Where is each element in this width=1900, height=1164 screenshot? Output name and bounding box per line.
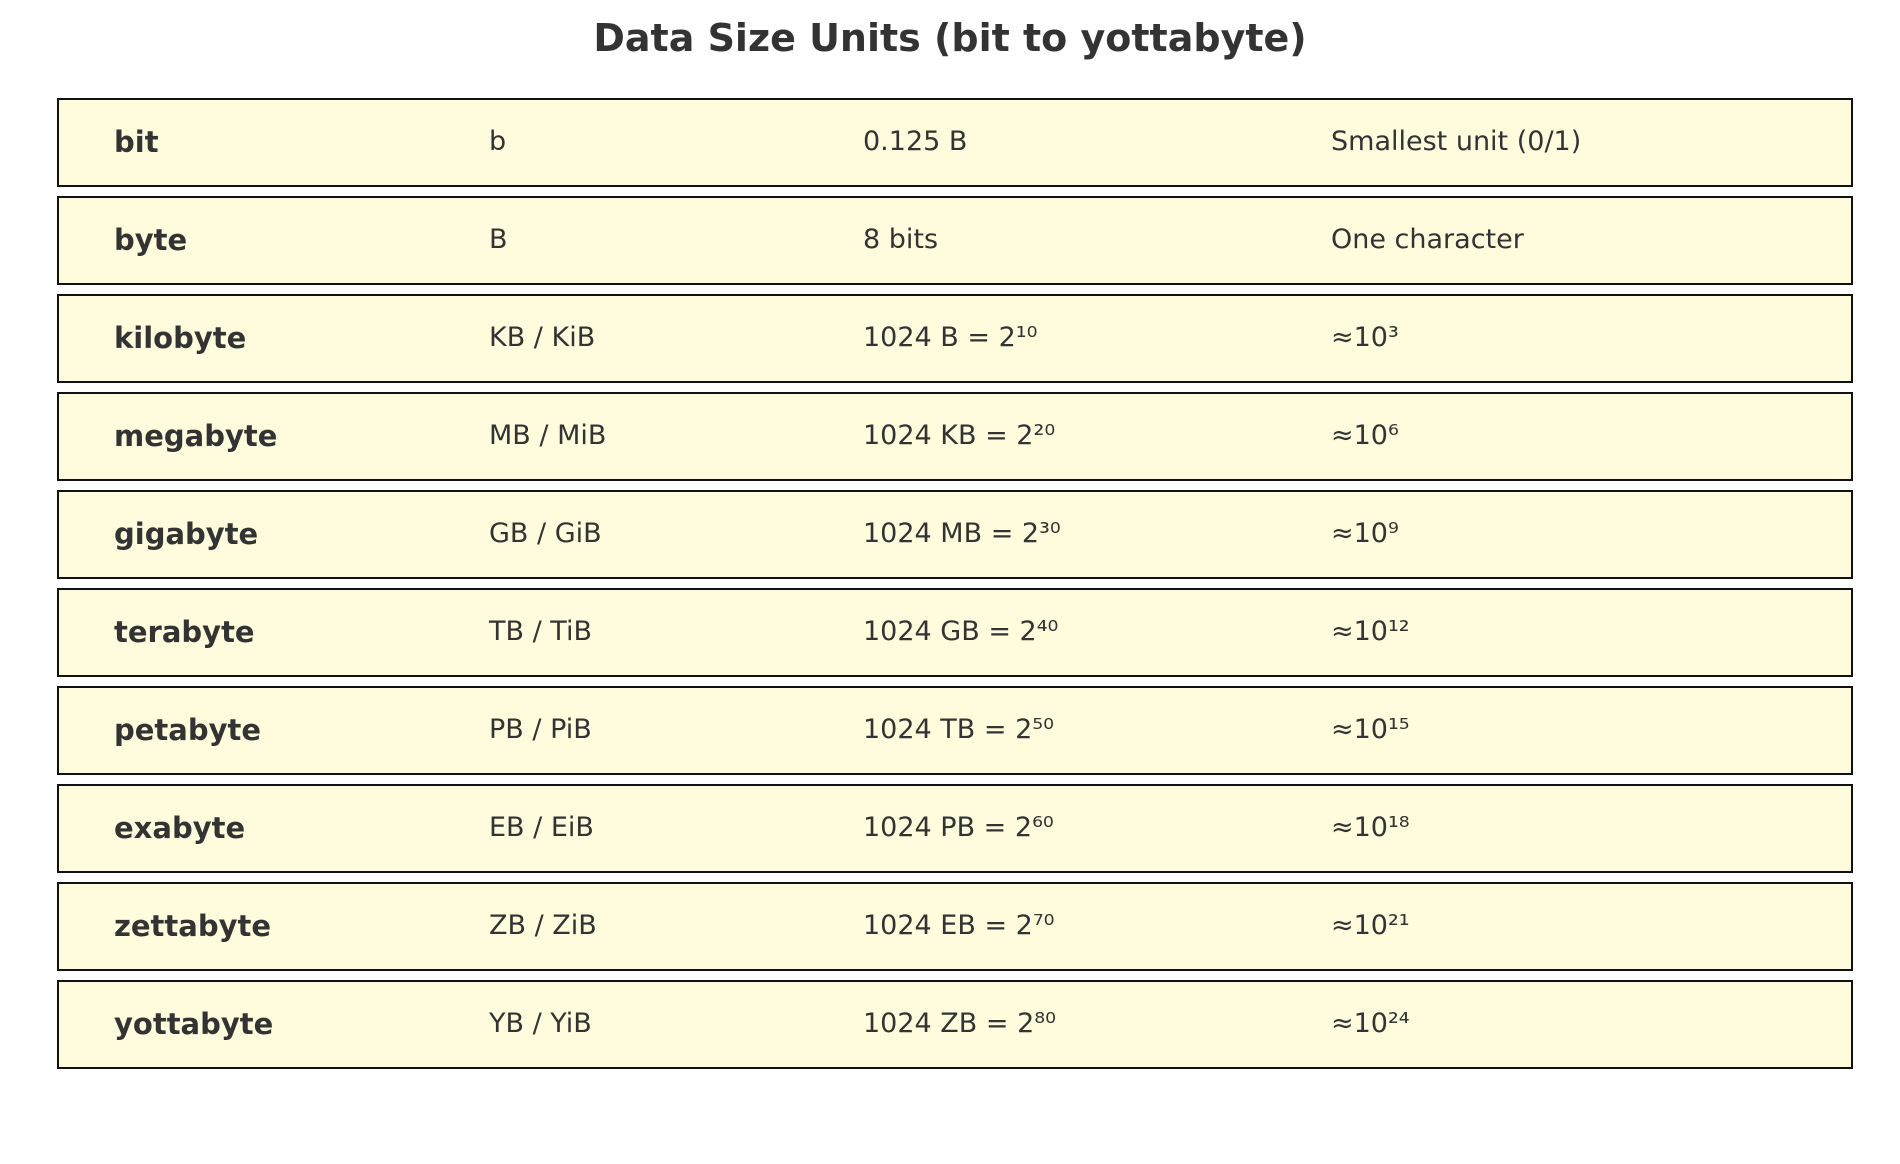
- unit-row-petabyte: petabyte PB / PiB 1024 TB = 2⁵⁰ ≈10¹⁵: [57, 686, 1853, 775]
- unit-abbreviation: ZB / ZiB: [489, 910, 597, 941]
- unit-name: exabyte: [114, 811, 246, 845]
- unit-name: kilobyte: [114, 321, 247, 355]
- unit-note: One character: [1331, 224, 1524, 255]
- unit-abbreviation: b: [489, 126, 507, 157]
- unit-note: ≈10⁶: [1331, 420, 1399, 451]
- unit-size: 1024 MB = 2³⁰: [863, 518, 1061, 549]
- unit-size: 1024 B = 2¹⁰: [863, 322, 1038, 353]
- unit-note: ≈10¹⁸: [1331, 812, 1410, 843]
- unit-size: 1024 GB = 2⁴⁰: [863, 616, 1059, 647]
- unit-size: 1024 ZB = 2⁸⁰: [863, 1008, 1056, 1039]
- unit-abbreviation: KB / KiB: [489, 322, 596, 353]
- unit-abbreviation: TB / TiB: [489, 616, 592, 647]
- unit-abbreviation: PB / PiB: [489, 714, 592, 745]
- unit-size: 8 bits: [863, 224, 939, 255]
- unit-note: ≈10¹⁵: [1331, 714, 1410, 745]
- unit-abbreviation: EB / EiB: [489, 812, 594, 843]
- unit-size: 0.125 B: [863, 126, 968, 157]
- unit-note: ≈10³: [1331, 322, 1399, 353]
- unit-abbreviation: MB / MiB: [489, 420, 607, 451]
- unit-row-byte: byte B 8 bits One character: [57, 196, 1853, 285]
- unit-name: zettabyte: [114, 909, 272, 943]
- unit-size: 1024 KB = 2²⁰: [863, 420, 1056, 451]
- unit-abbreviation: B: [489, 224, 508, 255]
- unit-row-kilobyte: kilobyte KB / KiB 1024 B = 2¹⁰ ≈10³: [57, 294, 1853, 383]
- unit-note: ≈10²¹: [1331, 910, 1410, 941]
- unit-note: ≈10¹²: [1331, 616, 1410, 647]
- unit-name: yottabyte: [114, 1007, 274, 1041]
- unit-row-terabyte: terabyte TB / TiB 1024 GB = 2⁴⁰ ≈10¹²: [57, 588, 1853, 677]
- unit-size: 1024 EB = 2⁷⁰: [863, 910, 1055, 941]
- unit-row-bit: bit b 0.125 B Smallest unit (0/1): [57, 98, 1853, 187]
- unit-note: Smallest unit (0/1): [1331, 126, 1582, 157]
- unit-abbreviation: GB / GiB: [489, 518, 602, 549]
- unit-name: byte: [114, 223, 188, 257]
- unit-size: 1024 PB = 2⁶⁰: [863, 812, 1054, 843]
- unit-name: terabyte: [114, 615, 255, 649]
- unit-row-yottabyte: yottabyte YB / YiB 1024 ZB = 2⁸⁰ ≈10²⁴: [57, 980, 1853, 1069]
- unit-row-megabyte: megabyte MB / MiB 1024 KB = 2²⁰ ≈10⁶: [57, 392, 1853, 481]
- unit-note: ≈10²⁴: [1331, 1008, 1410, 1039]
- unit-note: ≈10⁹: [1331, 518, 1399, 549]
- unit-name: bit: [114, 125, 159, 159]
- unit-abbreviation: YB / YiB: [489, 1008, 592, 1039]
- unit-size: 1024 TB = 2⁵⁰: [863, 714, 1054, 745]
- unit-name: gigabyte: [114, 517, 259, 551]
- unit-row-zettabyte: zettabyte ZB / ZiB 1024 EB = 2⁷⁰ ≈10²¹: [57, 882, 1853, 971]
- unit-name: megabyte: [114, 419, 278, 453]
- unit-name: petabyte: [114, 713, 262, 747]
- unit-list: bit b 0.125 B Smallest unit (0/1) byte B…: [57, 98, 1853, 1078]
- unit-row-gigabyte: gigabyte GB / GiB 1024 MB = 2³⁰ ≈10⁹: [57, 490, 1853, 579]
- unit-row-exabyte: exabyte EB / EiB 1024 PB = 2⁶⁰ ≈10¹⁸: [57, 784, 1853, 873]
- page-title: Data Size Units (bit to yottabyte): [593, 16, 1307, 60]
